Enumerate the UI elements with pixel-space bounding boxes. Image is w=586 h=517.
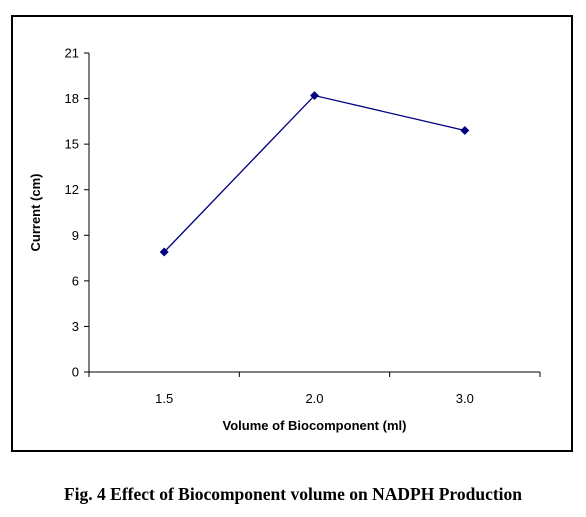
series-plot: [159, 90, 470, 257]
chart-frame: 0 3 6 9 12 15 18 21 1.5 2.0 3.0 Current (cm) Volu…: [11, 15, 573, 452]
y-tick-label: 3: [72, 319, 79, 334]
x-tick-label: 3.0: [456, 391, 474, 406]
figure-caption: Fig. 4 Effect of Biocomponent volume on …: [63, 484, 523, 504]
y-tick-label: 12: [65, 182, 79, 197]
data-point-marker: [460, 125, 470, 136]
y-axis: 0 3 6 9 12 15 18 21: [65, 46, 90, 380]
x-axis-title: Volume of Biocomponent (ml): [223, 418, 407, 433]
series-line: [163, 94, 465, 253]
data-point-marker: [159, 247, 169, 257]
x-axis: 1.5 2.0 3.0: [88, 371, 541, 406]
x-tick-label: 1.5: [155, 391, 173, 406]
y-tick-label: 6: [72, 273, 79, 288]
y-tick-label: 18: [65, 91, 79, 106]
y-tick-label: 9: [72, 228, 79, 243]
y-axis-title: Current (cm): [28, 173, 43, 251]
data-point-marker: [309, 90, 320, 101]
x-tick-label: 2.0: [305, 391, 323, 406]
y-tick-label: 0: [72, 365, 79, 380]
y-tick-label: 15: [65, 137, 79, 152]
line-chart: 0 3 6 9 12 15 18 21 1.5 2.0 3.0 Current (cm) Volu…: [28, 46, 541, 433]
y-tick-label: 21: [65, 46, 79, 61]
